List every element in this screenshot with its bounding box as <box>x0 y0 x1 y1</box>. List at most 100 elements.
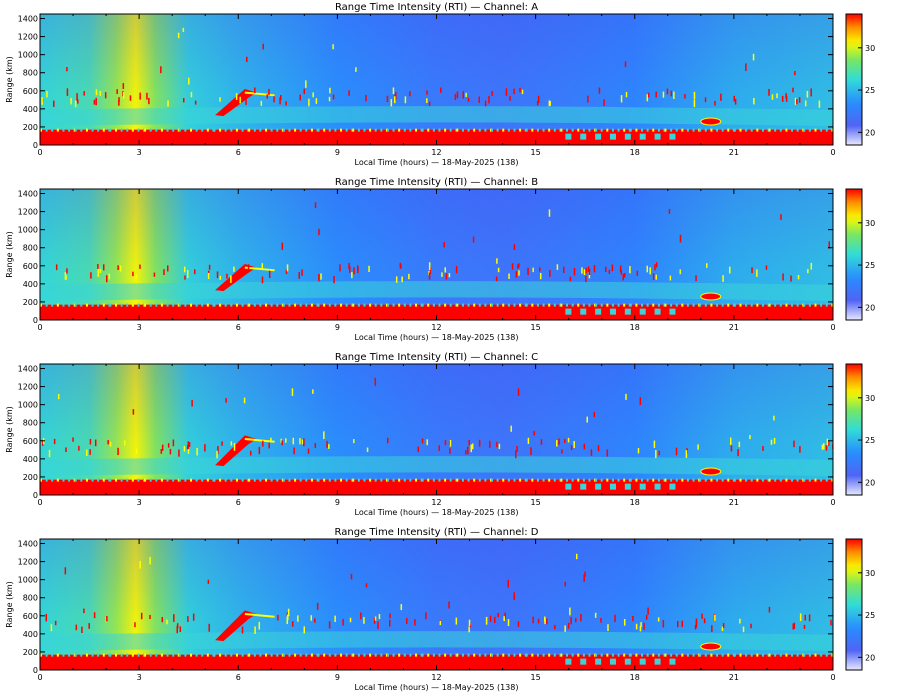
clutter-speckle <box>201 478 204 482</box>
hot-spot <box>700 642 722 651</box>
echo-speckle <box>491 90 493 96</box>
clutter-speckle <box>68 653 71 657</box>
colorbar-tick-label: 30 <box>865 219 875 228</box>
x-tick-label: 15 <box>531 498 541 507</box>
echo-speckle <box>122 92 125 99</box>
echo-speckle <box>624 61 627 68</box>
echo-speckle <box>797 275 800 280</box>
clutter-gap <box>565 658 572 665</box>
clutter-speckle <box>635 128 638 132</box>
clutter-speckle <box>774 653 777 657</box>
echo-speckle <box>326 440 328 448</box>
clutter-speckle <box>716 128 719 132</box>
meteor-trail <box>244 266 275 272</box>
clutter-speckle <box>536 303 539 307</box>
echo-speckle <box>781 95 784 102</box>
echo-speckle <box>647 92 650 98</box>
meteor-trail <box>244 437 275 443</box>
echo-speckle <box>140 612 143 620</box>
echo-speckle <box>575 618 577 623</box>
clutter-gap <box>669 658 676 665</box>
echo-speckle <box>360 612 362 620</box>
echo-speckle <box>187 448 190 454</box>
clutter-speckle <box>85 653 88 657</box>
clutter-speckle <box>102 128 105 132</box>
clutter-speckle <box>374 303 377 307</box>
x-tick-label: 21 <box>729 673 739 682</box>
clutter-gap <box>654 308 661 315</box>
clutter-speckle <box>345 128 348 132</box>
echo-speckle <box>93 612 96 619</box>
clutter-speckle <box>456 128 459 132</box>
echo-speckle <box>333 276 335 284</box>
clutter-speckle <box>756 478 759 482</box>
echo-speckle <box>122 83 125 89</box>
y-tick-label: 1400 <box>18 540 38 549</box>
clutter-speckle <box>317 303 320 307</box>
echo-speckle <box>97 268 100 277</box>
echo-speckle <box>722 275 724 282</box>
echo-speckle <box>693 99 696 108</box>
echo-speckle <box>119 265 122 272</box>
clutter-speckle <box>507 128 510 132</box>
clutter-speckle <box>808 653 811 657</box>
echo-speckle <box>537 95 540 104</box>
clutter-speckle <box>745 478 748 482</box>
colorbar-tick-label: 30 <box>865 44 875 53</box>
clutter-speckle <box>178 478 181 482</box>
echo-speckle <box>406 618 408 625</box>
echo-speckle <box>48 449 51 458</box>
clutter-speckle <box>768 478 771 482</box>
echo-speckle <box>176 625 178 634</box>
echo-speckle <box>207 272 210 280</box>
echo-speckle <box>751 267 753 274</box>
clutter-speckle <box>444 303 447 307</box>
clutter-speckle <box>352 653 355 657</box>
clutter-speckle <box>595 303 598 307</box>
echo-speckle <box>316 602 319 610</box>
echo-speckle <box>167 443 170 448</box>
echo-speckle <box>207 579 210 584</box>
echo-speckle <box>513 592 515 600</box>
echo-speckle <box>219 275 222 280</box>
echo-speckle <box>303 626 306 634</box>
echo-speckle <box>315 98 318 104</box>
clutter-gap <box>624 308 631 315</box>
echo-speckle <box>527 437 530 444</box>
colorbar <box>845 13 863 146</box>
clutter-speckle <box>808 303 811 307</box>
echo-speckle <box>65 447 67 453</box>
echo-speckle <box>249 450 252 456</box>
clutter-speckle <box>421 303 424 307</box>
x-tick-label: 0 <box>37 323 42 332</box>
clutter-gap <box>669 483 676 490</box>
clutter-speckle <box>299 303 302 307</box>
clutter-speckle <box>248 653 251 657</box>
clutter-speckle <box>531 128 534 132</box>
echo-speckle <box>517 388 520 396</box>
echo-speckle <box>771 94 774 100</box>
echo-speckle <box>448 440 451 446</box>
clutter-gap <box>609 483 616 490</box>
panel-title: Range Time Intensity (RTI) — Channel: D <box>335 527 539 538</box>
clutter-speckle <box>109 478 112 482</box>
clutter-speckle <box>299 128 302 132</box>
echo-speckle <box>773 415 775 421</box>
clutter-speckle <box>473 303 476 307</box>
x-tick-label: 0 <box>37 498 42 507</box>
clutter-gap <box>609 308 616 315</box>
echo-speckle <box>538 267 541 272</box>
echo-speckle <box>277 614 279 621</box>
y-tick-label: 400 <box>23 280 38 289</box>
clutter-speckle <box>392 478 395 482</box>
echo-speckle <box>365 583 368 588</box>
clutter-speckle <box>566 478 569 482</box>
clutter-speckle <box>750 303 753 307</box>
clutter-speckle <box>646 653 649 657</box>
clutter-speckle <box>571 653 574 657</box>
echo-speckle <box>662 91 665 98</box>
clutter-speckle <box>478 653 481 657</box>
echo-speckle <box>148 97 150 105</box>
clutter-speckle <box>484 653 487 657</box>
clutter-speckle <box>45 653 48 657</box>
